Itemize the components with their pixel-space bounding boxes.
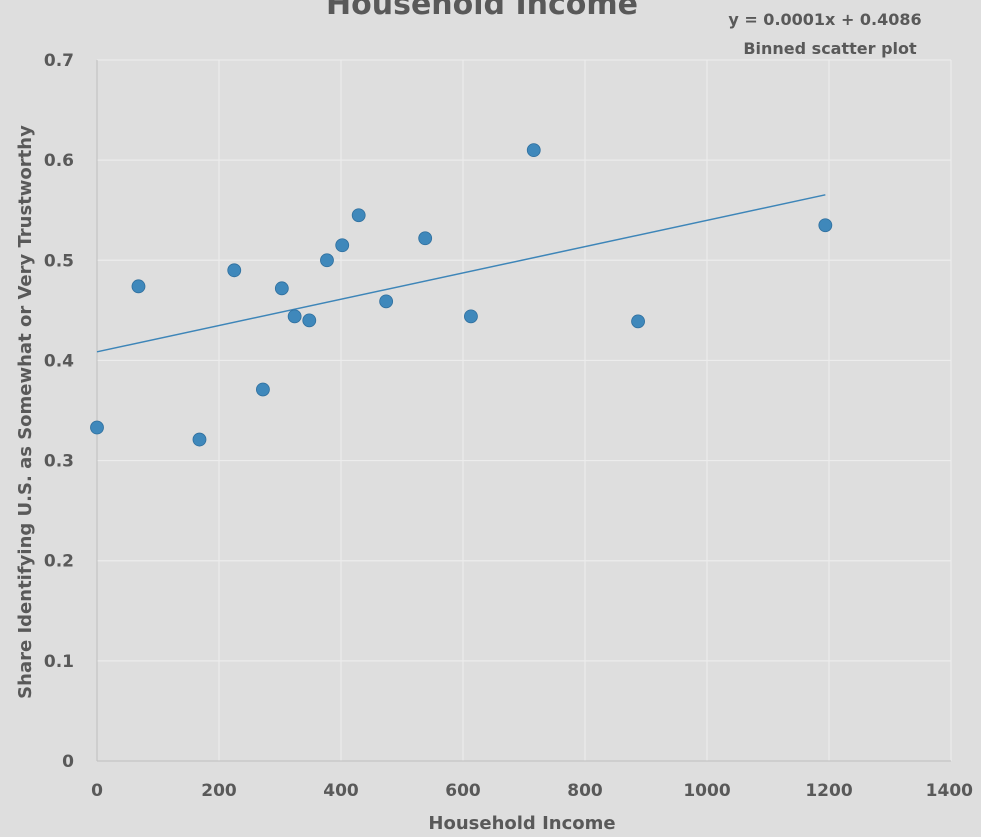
x-tick-label: 1000 <box>683 781 730 801</box>
data-point <box>302 313 317 328</box>
x-tick-label: 1200 <box>805 781 852 801</box>
data-point <box>379 294 394 309</box>
data-point <box>320 253 334 268</box>
axes <box>96 60 951 762</box>
data-point <box>464 309 478 324</box>
trendline-equation: y = 0.0001x + 0.4086 <box>728 10 921 29</box>
trendline-layer <box>96 194 826 353</box>
data-point <box>227 263 242 278</box>
y-tick-label: 0.3 <box>44 452 74 472</box>
data-point <box>351 208 366 223</box>
x-axis-label: Household Income <box>428 813 615 834</box>
y-tick-label: 0.4 <box>44 351 74 371</box>
y-tick-label: 0 <box>62 752 74 772</box>
x-tick-label: 200 <box>201 781 237 801</box>
y-axis-label: Share Identifying U.S. as Somewhat or Ve… <box>15 125 36 699</box>
data-point <box>631 314 645 329</box>
y-tick-label: 0.5 <box>44 251 74 271</box>
data-point <box>818 218 833 233</box>
chart-title: Household Income <box>326 0 638 22</box>
x-tick-label: 1400 <box>926 781 973 801</box>
data-point <box>256 382 270 397</box>
x-tick-label: 400 <box>323 781 359 801</box>
data-point <box>90 420 104 435</box>
data-point <box>335 238 350 253</box>
data-point <box>192 432 207 447</box>
x-tick-label: 800 <box>567 781 603 801</box>
data-points <box>90 143 833 447</box>
x-tick-label: 600 <box>445 781 481 801</box>
y-tick-label: 0.7 <box>44 51 74 71</box>
data-point <box>131 279 146 294</box>
y-tick-label: 0.6 <box>44 151 74 171</box>
data-point <box>287 309 302 324</box>
chart-subtitle: Binned scatter plot <box>743 39 917 58</box>
data-point <box>418 231 433 246</box>
data-point <box>274 281 289 296</box>
data-point <box>526 143 541 158</box>
gridlines <box>97 59 952 761</box>
trendline <box>96 194 826 353</box>
x-tick-label: 0 <box>91 781 103 801</box>
y-tick-label: 0.2 <box>44 552 74 572</box>
tick-labels: 0 0.1 0.2 0.3 0.4 0.5 0.6 0.7 0 200 400 600 800 1000 1… <box>44 51 973 801</box>
y-tick-label: 0.1 <box>44 652 74 672</box>
